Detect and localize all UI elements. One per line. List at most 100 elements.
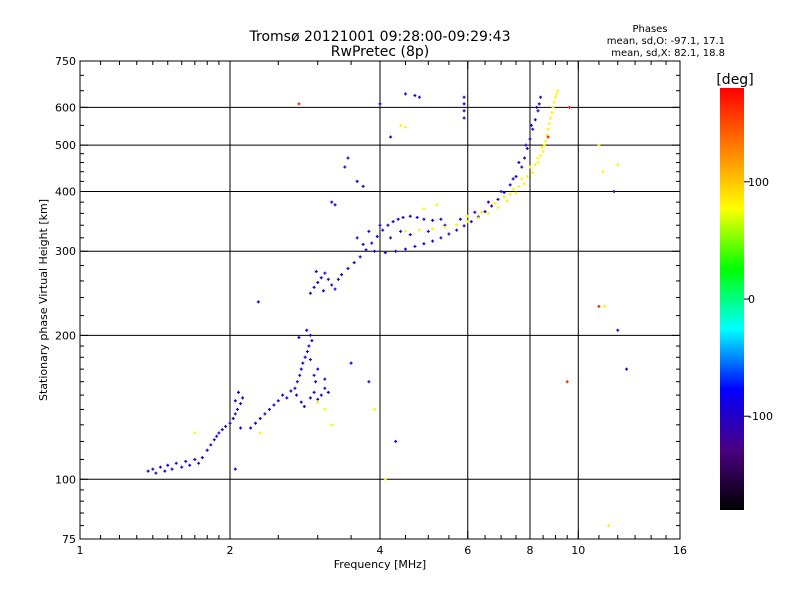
x-axis-label: Frequency [MHz]	[334, 558, 426, 571]
data-point	[308, 396, 312, 400]
data-point	[541, 149, 545, 153]
data-point	[502, 191, 506, 195]
data-point	[552, 100, 556, 104]
data-point	[537, 102, 541, 106]
data-point	[486, 211, 490, 215]
data-point	[415, 215, 419, 219]
data-point	[551, 105, 555, 109]
data-point	[383, 251, 387, 255]
y-tick-label: 300	[55, 245, 76, 258]
data-point	[546, 127, 550, 131]
data-point	[163, 469, 167, 473]
data-point	[323, 377, 327, 381]
colorbar-tick-label: -100	[748, 410, 773, 423]
data-point	[499, 189, 503, 193]
data-point	[383, 477, 387, 481]
data-point	[550, 111, 554, 115]
data-point	[349, 361, 353, 365]
data-point	[333, 203, 337, 207]
data-point	[310, 339, 314, 343]
data-point	[511, 177, 515, 181]
colorbar-label: [deg]	[716, 72, 753, 88]
data-point	[396, 217, 400, 221]
x-tick-label: 10	[571, 544, 585, 557]
data-point	[381, 228, 385, 232]
data-point	[399, 229, 403, 233]
data-point	[458, 217, 462, 221]
data-point	[483, 210, 487, 214]
data-point	[233, 467, 237, 471]
data-point	[330, 423, 334, 427]
data-point	[373, 407, 377, 411]
stats-o-line: mean, sd,O: -97.1, 17.1	[607, 36, 725, 47]
data-point	[299, 400, 303, 404]
data-point	[180, 465, 184, 469]
x-tick-label: 2	[227, 544, 234, 557]
data-point	[466, 220, 470, 224]
y-tick-label: 600	[55, 101, 76, 114]
data-point	[403, 247, 407, 251]
data-point	[158, 465, 162, 469]
data-point	[553, 95, 557, 99]
data-point	[480, 210, 484, 214]
data-point	[389, 135, 393, 139]
data-point	[542, 143, 546, 147]
data-point	[403, 125, 407, 129]
data-point	[439, 217, 443, 221]
data-point	[307, 344, 311, 348]
data-point	[536, 160, 540, 164]
data-point	[422, 242, 426, 246]
data-point	[166, 463, 170, 467]
data-point	[607, 524, 611, 528]
data-point	[536, 156, 540, 160]
data-point	[399, 123, 403, 127]
data-points	[146, 89, 629, 528]
data-point	[417, 228, 421, 232]
chart-title: Tromsø 20121001 09:28:00-09:29:43	[249, 29, 511, 45]
data-point	[401, 215, 405, 219]
data-point	[326, 277, 330, 281]
stats-x-line: mean, sd,X: 82.1, 18.8	[611, 48, 725, 59]
data-point	[253, 421, 257, 425]
data-point	[466, 214, 470, 218]
data-point	[462, 102, 466, 106]
data-point	[154, 471, 158, 475]
data-point	[330, 200, 334, 204]
data-point	[426, 229, 430, 233]
data-point	[220, 428, 224, 432]
data-point	[549, 116, 553, 120]
grid-lines	[80, 61, 680, 539]
data-point	[391, 220, 395, 224]
data-point	[314, 380, 318, 384]
data-point	[295, 393, 299, 397]
data-point	[413, 94, 417, 98]
data-point	[612, 189, 616, 193]
data-point	[394, 439, 398, 443]
data-point	[533, 163, 537, 167]
data-point	[528, 137, 532, 141]
data-point	[394, 249, 398, 253]
data-point	[358, 255, 362, 259]
data-point	[364, 248, 368, 252]
data-point	[267, 407, 271, 411]
data-point	[597, 304, 601, 308]
data-point	[146, 469, 150, 473]
data-point	[514, 174, 518, 178]
data-point	[533, 118, 537, 122]
data-point	[184, 459, 188, 463]
data-point	[333, 287, 337, 291]
data-point	[340, 273, 344, 277]
data-point	[462, 116, 466, 120]
data-point	[403, 229, 407, 233]
data-point	[235, 407, 239, 411]
data-point	[422, 217, 426, 221]
data-point	[370, 241, 374, 245]
data-point	[625, 367, 629, 371]
data-point	[523, 156, 527, 160]
data-point	[239, 426, 243, 430]
data-point	[276, 399, 280, 403]
data-point	[597, 143, 601, 147]
x-tick-label: 6	[464, 544, 471, 557]
data-point	[556, 89, 560, 93]
